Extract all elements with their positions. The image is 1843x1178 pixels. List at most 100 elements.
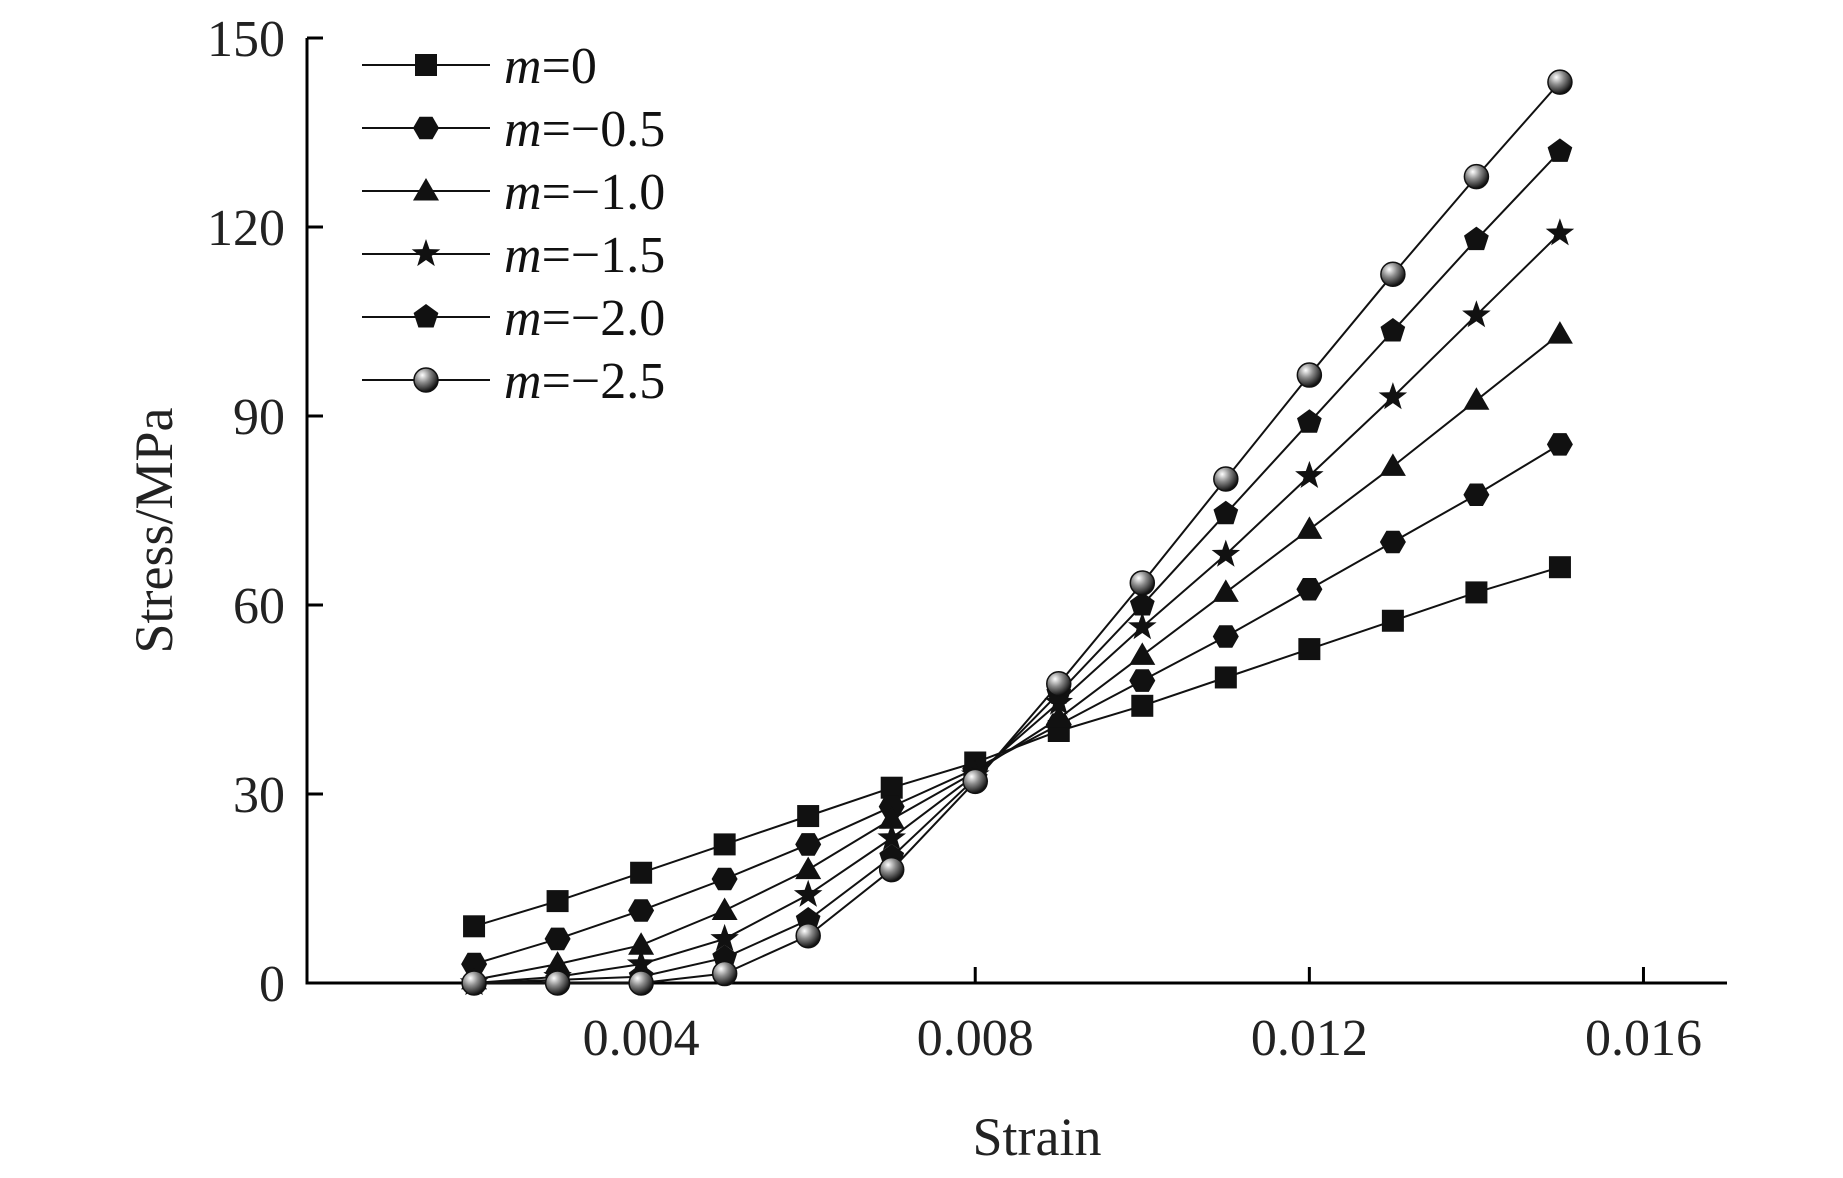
data-point — [1547, 69, 1573, 95]
legend-marker — [413, 116, 439, 140]
legend-marker — [413, 367, 439, 393]
data-point — [1296, 362, 1323, 388]
data-point — [1463, 163, 1490, 190]
series-5 — [461, 69, 1573, 996]
series-1 — [461, 433, 1573, 976]
data-point — [1045, 705, 1072, 728]
y-tick-label: 30 — [233, 767, 285, 824]
data-point — [1129, 669, 1156, 692]
series-2 — [461, 321, 1573, 990]
legend-value: =−0.5 — [542, 101, 666, 158]
data-point — [1380, 261, 1406, 287]
data-point — [795, 833, 822, 856]
data-point — [1297, 409, 1322, 433]
data-point — [1465, 581, 1488, 604]
y-tick-label: 60 — [233, 578, 285, 635]
legend-variable: m — [504, 101, 542, 158]
data-point — [711, 867, 738, 891]
data-point — [1129, 642, 1156, 665]
data-point — [628, 932, 655, 955]
data-point — [1128, 612, 1157, 640]
legend-variable: m — [504, 353, 542, 410]
legend-label: m=0 — [504, 38, 597, 95]
data-point — [795, 856, 822, 880]
series-line — [474, 232, 1561, 984]
data-point — [1298, 638, 1321, 661]
data-point — [546, 890, 569, 913]
data-point — [1296, 578, 1323, 601]
data-point — [795, 923, 821, 949]
data-point — [1380, 318, 1406, 342]
legend-label: m=−2.5 — [504, 353, 665, 410]
data-point — [877, 823, 906, 851]
data-point — [1296, 516, 1323, 539]
data-point — [1548, 556, 1571, 579]
legend-item: m=−2.5 — [362, 353, 665, 410]
data-point — [1463, 483, 1490, 506]
data-point — [544, 970, 571, 996]
data-point — [1545, 218, 1575, 246]
data-point — [461, 952, 488, 976]
legend-marker — [413, 304, 439, 328]
x-tick-label: 0.008 — [917, 1010, 1034, 1067]
series-line — [473, 443, 1561, 966]
x-axis-title: Strain — [973, 1107, 1102, 1167]
data-point — [1547, 138, 1573, 162]
series-line — [473, 333, 1561, 981]
data-point — [1547, 321, 1573, 344]
data-point — [1129, 570, 1156, 596]
legend-item: m=−1.5 — [362, 227, 665, 284]
data-point — [1546, 433, 1573, 456]
data-point — [1462, 300, 1491, 328]
data-point — [630, 861, 653, 884]
data-point — [1212, 625, 1239, 648]
data-point — [711, 960, 738, 987]
legend-value: =−1.0 — [542, 164, 666, 221]
data-point — [713, 833, 736, 856]
data-point — [1464, 226, 1489, 251]
data-point — [1214, 666, 1237, 689]
data-point — [1295, 460, 1324, 488]
data-point — [1379, 453, 1406, 476]
data-point — [711, 897, 738, 920]
y-tick-label: 150 — [207, 11, 285, 68]
x-ticks: 0.004 0.008 0.012 0.016 — [583, 967, 1702, 1067]
x-tick-label: 0.004 — [583, 1010, 700, 1067]
legend-marker — [411, 239, 441, 267]
data-point — [1379, 530, 1406, 554]
y-tick-label: 90 — [233, 389, 285, 446]
legend-label: m=−1.5 — [504, 227, 665, 284]
data-point — [880, 776, 903, 799]
data-point — [1129, 592, 1155, 616]
legend-item: m=−1.0 — [362, 164, 665, 221]
legend-value: =0 — [542, 38, 597, 95]
data-point — [878, 856, 905, 883]
data-point — [1212, 579, 1239, 602]
y-axis-title: Stress/MPa — [124, 407, 184, 653]
data-point — [1381, 609, 1404, 632]
legend-variable: m — [504, 38, 542, 95]
legend-marker — [413, 178, 439, 201]
data-point — [793, 879, 823, 907]
y-tick-label: 0 — [259, 956, 285, 1013]
data-point — [1211, 539, 1241, 567]
legend-item: m=−0.5 — [362, 101, 665, 158]
data-point — [1463, 387, 1490, 410]
data-point — [1046, 671, 1072, 697]
data-point — [628, 899, 655, 922]
plot-area — [459, 69, 1575, 996]
data-point — [878, 806, 905, 829]
legend-label: m=−0.5 — [504, 101, 665, 158]
legend-variable: m — [504, 290, 542, 347]
data-point — [710, 923, 739, 951]
x-tick-label: 0.016 — [1585, 1010, 1702, 1067]
legend-item: m=−2.0 — [362, 290, 665, 347]
data-point — [1378, 382, 1408, 410]
legend-label: m=−2.0 — [504, 290, 665, 347]
legend-marker — [415, 54, 437, 76]
data-point — [461, 970, 487, 996]
data-point — [1213, 466, 1239, 492]
legend-value: =−1.5 — [542, 227, 666, 284]
legend-variable: m — [504, 227, 542, 284]
